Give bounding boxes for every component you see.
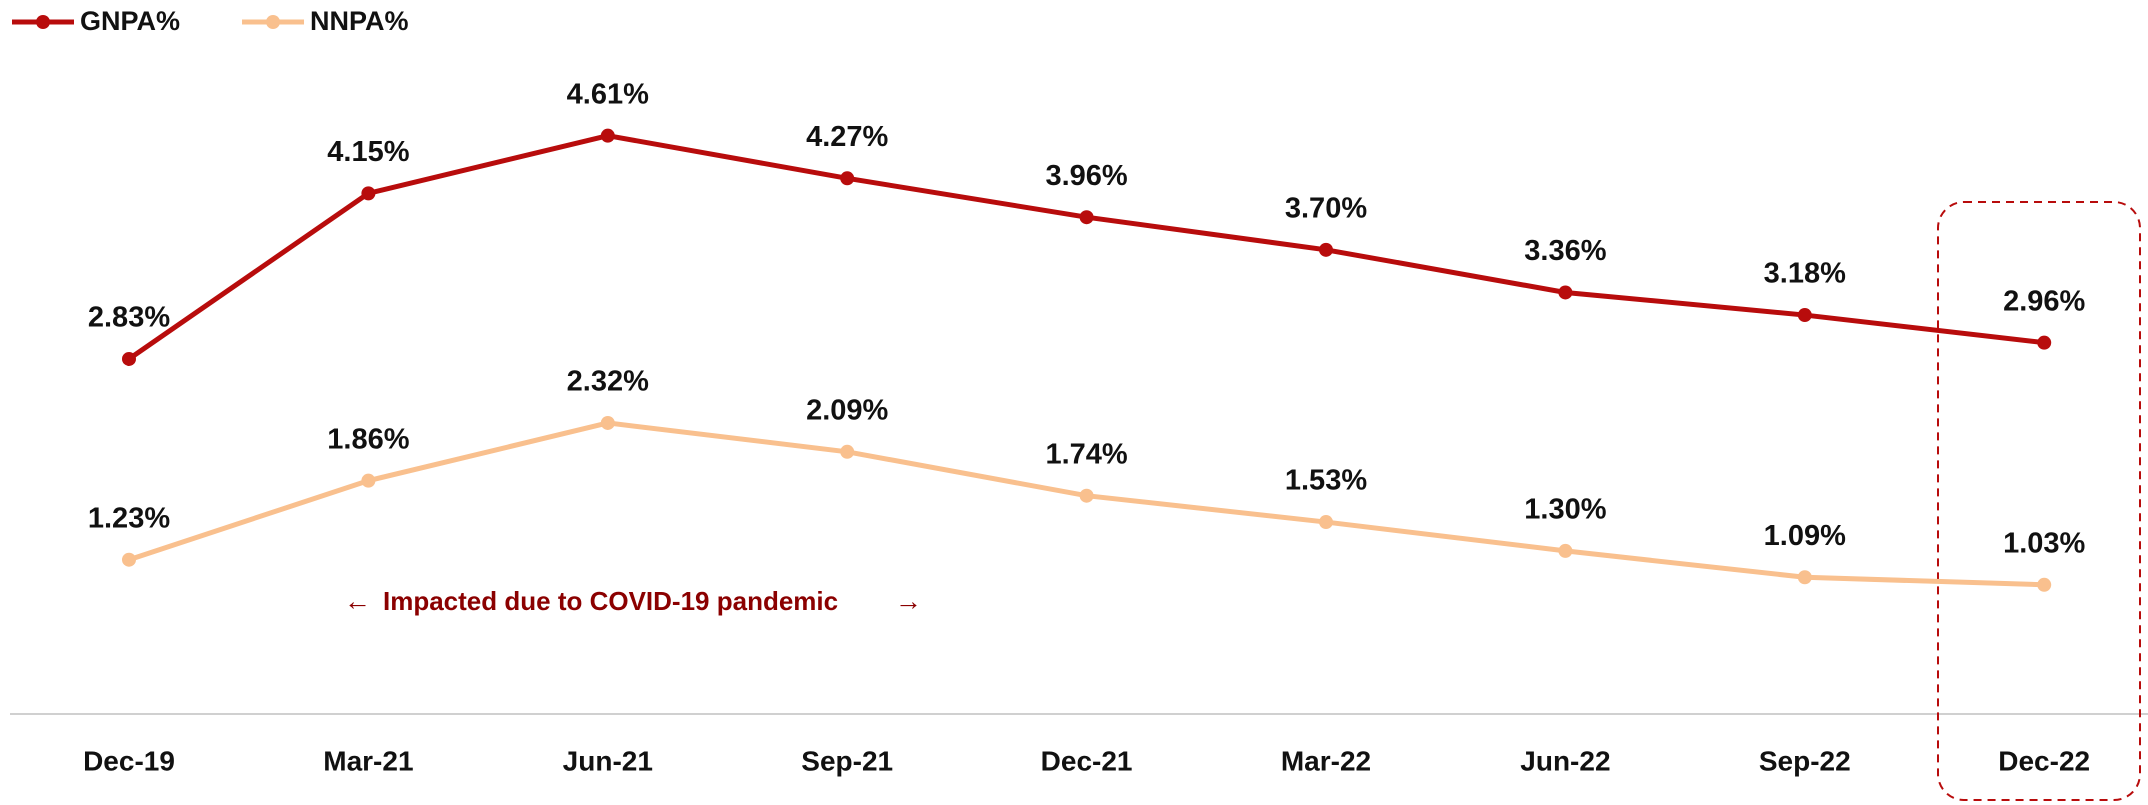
data-point xyxy=(361,473,376,488)
data-point xyxy=(1079,488,1094,503)
x-tick-label: Mar-21 xyxy=(323,745,413,776)
legend-label: NNPA% xyxy=(310,6,409,36)
data-point xyxy=(1558,543,1573,558)
data-label: 1.86% xyxy=(327,423,409,455)
data-label: 4.15% xyxy=(327,136,409,168)
data-label: 3.96% xyxy=(1045,160,1127,192)
data-point xyxy=(1079,210,1094,225)
data-label: 2.32% xyxy=(567,366,649,398)
arrow-left: ← xyxy=(344,586,371,616)
data-label: 3.36% xyxy=(1524,235,1606,267)
data-label: 2.09% xyxy=(806,394,888,426)
arrow-right: → xyxy=(895,586,922,616)
highlight-box xyxy=(1937,201,2141,801)
data-point xyxy=(1319,242,1333,257)
data-point xyxy=(122,351,136,366)
data-label: 1.53% xyxy=(1285,465,1367,497)
x-tick-label: Jun-22 xyxy=(1520,745,1610,776)
data-point xyxy=(1319,515,1333,530)
data-point xyxy=(122,552,136,567)
data-point xyxy=(840,171,855,186)
legend-label: GNPA% xyxy=(80,6,180,36)
data-point xyxy=(1558,285,1573,300)
data-point xyxy=(600,128,615,143)
x-tick-label: Sep-21 xyxy=(801,745,893,776)
data-label: 1.30% xyxy=(1524,494,1606,526)
data-label: 3.70% xyxy=(1285,192,1367,224)
data-label: 2.83% xyxy=(88,302,170,334)
data-point xyxy=(1797,570,1812,585)
x-tick-label: Mar-22 xyxy=(1281,745,1371,776)
data-label: 3.18% xyxy=(1764,258,1846,290)
x-tick-label: Dec-22 xyxy=(1998,745,2090,776)
data-label: 1.09% xyxy=(1764,520,1846,552)
x-tick-label: Sep-22 xyxy=(1759,745,1851,776)
data-label: 2.96% xyxy=(2003,285,2085,317)
annotation: Impacted due to COVID-19 pandemic xyxy=(383,586,838,616)
data-label: 4.61% xyxy=(567,78,649,110)
annotation-group: ← Impacted due to COVID-19 pandemic → xyxy=(344,586,922,616)
data-point xyxy=(840,444,855,459)
legend-marker xyxy=(36,15,50,29)
data-label: 1.74% xyxy=(1045,438,1127,470)
data-label: 1.23% xyxy=(88,502,170,534)
data-label: 1.03% xyxy=(2003,527,2085,559)
data-point xyxy=(600,415,615,430)
data-point xyxy=(2037,335,2052,350)
data-point xyxy=(1797,308,1812,323)
data-point xyxy=(2037,577,2052,592)
x-tick-label: Dec-19 xyxy=(83,745,175,776)
legend-marker xyxy=(266,15,281,29)
x-tick-label: Jun-21 xyxy=(563,745,653,776)
data-label: 4.27% xyxy=(806,121,888,153)
x-tick-label: Dec-21 xyxy=(1041,745,1133,776)
data-point xyxy=(361,186,376,201)
